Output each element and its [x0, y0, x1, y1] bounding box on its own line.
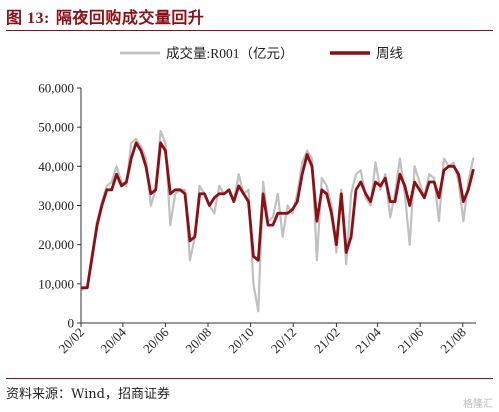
chart-legend: 成交量:R001（亿元） 周线 — [120, 45, 403, 61]
x-tick-label: 20/04 — [97, 324, 129, 356]
x-axis-ticks: 20/02 20/04 20/06 20/08 20/10 20/12 21/02 21/04… — [56, 323, 469, 356]
series-layer — [81, 130, 475, 313]
legend-label: 周线 — [376, 46, 403, 61]
x-tick-label: 20/10 — [225, 325, 257, 357]
x-tick-label: 21/04 — [352, 324, 384, 356]
x-tick-label: 20/02 — [56, 325, 88, 357]
figure-title-text: 隔夜回购成交量回升 — [55, 8, 205, 27]
x-tick-label: 21/08 — [437, 325, 469, 357]
y-axis-ticks: 0 10,000 20,000 30,000 40,000 50,000 60,000 — [38, 81, 81, 331]
x-tick-label: 20/08 — [183, 325, 215, 357]
title-divider — [6, 30, 493, 31]
y-tick-label: 0 — [68, 316, 75, 331]
x-tick-label: 20/06 — [140, 324, 172, 356]
figure-title: 图 13: 隔夜回购成交量回升 — [6, 4, 204, 28]
y-tick-label: 50,000 — [38, 120, 74, 135]
figure-number: 图 13: — [6, 10, 50, 27]
legend-label: 成交量:R001（亿元） — [166, 45, 294, 61]
y-tick-label: 30,000 — [38, 198, 74, 213]
y-tick-label: 20,000 — [38, 237, 74, 252]
y-tick-label: 40,000 — [38, 159, 74, 174]
watermark: 格隆汇 — [463, 399, 493, 410]
y-tick-label: 10,000 — [38, 276, 74, 291]
x-tick-label: 20/12 — [268, 325, 300, 357]
y-tick-label: 60,000 — [38, 81, 74, 96]
source-note: 资料来源：Wind，招商证券 — [6, 387, 170, 402]
daily-series-line — [81, 130, 475, 313]
footer-divider — [6, 378, 493, 379]
line-chart: 0 10,000 20,000 30,000 40,000 50,000 60,000 20… — [38, 45, 476, 356]
x-tick-label: 21/02 — [311, 325, 343, 357]
x-tick-label: 21/06 — [395, 324, 427, 356]
weekly-series-line — [81, 141, 475, 290]
